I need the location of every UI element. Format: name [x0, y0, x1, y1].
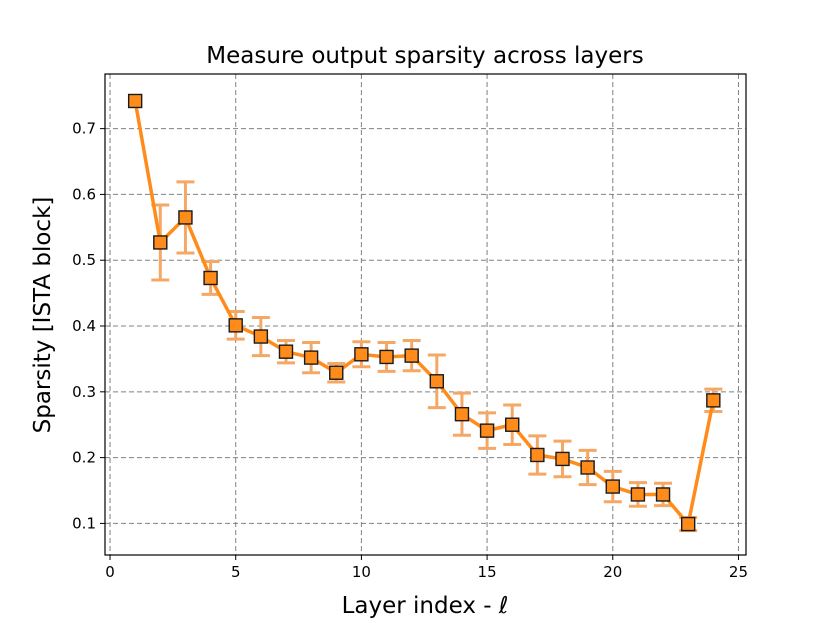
y-tick-label: 0.2 — [72, 449, 96, 467]
data-point — [479, 423, 495, 438]
data-markers — [127, 93, 721, 532]
x-tick-label: 15 — [478, 563, 497, 581]
data-point — [153, 235, 168, 250]
data-point — [680, 516, 696, 532]
data-point — [228, 318, 243, 333]
x-tick-label: 25 — [729, 563, 748, 581]
data-point — [530, 447, 545, 463]
y-axis-label: Sparsity [ISTA block] — [30, 197, 56, 434]
data-point — [429, 374, 445, 389]
x-axis-label: Layer index - ℓ — [342, 593, 509, 619]
data-point — [253, 329, 269, 344]
data-point — [127, 93, 143, 109]
data-point — [555, 451, 570, 467]
data-point — [379, 349, 394, 365]
data-point — [655, 487, 671, 502]
data-point — [706, 393, 721, 408]
data-point — [404, 348, 419, 363]
plot-frame — [104, 73, 747, 556]
data-point — [630, 487, 646, 502]
data-point — [178, 210, 193, 225]
axis-ticks: 0 5 10 15 20 25 0.1 0.2 0.3 0.4 0.5 0.6 0.7 — [72, 120, 748, 581]
x-tick-label: 10 — [352, 563, 371, 581]
y-tick-label: 0.6 — [72, 185, 96, 203]
data-point — [278, 344, 294, 359]
y-tick-label: 0.5 — [72, 251, 96, 269]
data-point — [329, 365, 344, 380]
data-point — [454, 406, 470, 422]
data-point — [580, 460, 595, 475]
x-tick-label: 20 — [603, 563, 622, 581]
y-tick-label: 0.7 — [72, 120, 96, 138]
data-point — [505, 417, 520, 432]
data-point — [203, 270, 218, 286]
data-point — [354, 347, 369, 362]
x-tick-label: 5 — [231, 563, 241, 581]
y-tick-label: 0.3 — [72, 383, 96, 401]
data-point — [605, 479, 620, 494]
series-line — [133, 100, 716, 526]
y-tick-label: 0.4 — [72, 317, 96, 335]
x-tick-label: 0 — [105, 563, 115, 581]
data-point — [303, 350, 319, 365]
error-bars — [151, 180, 723, 533]
series-line-layer — [133, 100, 716, 526]
y-tick-label: 0.1 — [72, 514, 96, 532]
grid — [105, 74, 746, 555]
chart-title: Measure output sparsity across layers — [206, 43, 643, 69]
